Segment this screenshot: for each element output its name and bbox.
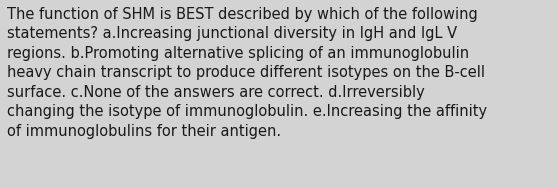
Text: The function of SHM is BEST described by which of the following
statements? a.In: The function of SHM is BEST described by… — [7, 7, 487, 139]
